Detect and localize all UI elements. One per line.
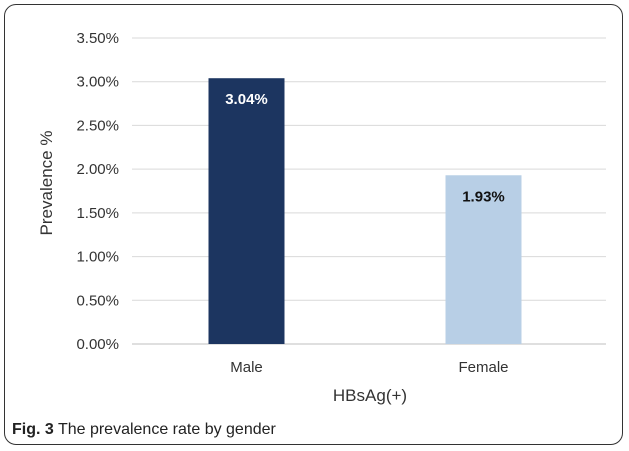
y-tick-label: 2.50% xyxy=(76,117,119,134)
y-tick-labels: 0.00% 0.50% 1.00% 1.50% 2.00% 2.50% 3.00% 3.50% xyxy=(76,30,119,353)
y-axis-title: Prevalence % xyxy=(37,131,56,236)
y-tick-label: 2.00% xyxy=(76,161,119,178)
figure-caption: Fig. 3 The prevalence rate by gender xyxy=(12,421,276,439)
x-tick-labels: Male Female xyxy=(230,359,508,376)
x-tick-label: Female xyxy=(458,359,508,376)
y-tick-label: 3.00% xyxy=(76,74,119,91)
figure-number: Fig. 3 xyxy=(12,421,54,438)
data-label: 1.93% xyxy=(462,188,505,205)
y-tick-label: 0.00% xyxy=(76,336,119,353)
gridlines xyxy=(132,37,606,345)
bars: 3.04% 1.93% xyxy=(208,78,522,345)
y-tick-label: 1.00% xyxy=(76,249,119,266)
prevalence-bar-chart: 0.00% 0.50% 1.00% 1.50% 2.00% 2.50% 3.00% 3.50%… xyxy=(37,30,606,405)
y-tick-label: 0.50% xyxy=(76,292,119,309)
bar-male xyxy=(208,78,285,345)
x-axis-title: HBsAg(+) xyxy=(333,386,407,405)
data-label: 3.04% xyxy=(225,91,268,108)
y-tick-label: 3.50% xyxy=(76,30,119,47)
x-tick-label: Male xyxy=(230,359,263,376)
caption-text: The prevalence rate by gender xyxy=(53,421,276,438)
bar-female xyxy=(445,175,522,344)
y-tick-label: 1.50% xyxy=(76,205,119,222)
